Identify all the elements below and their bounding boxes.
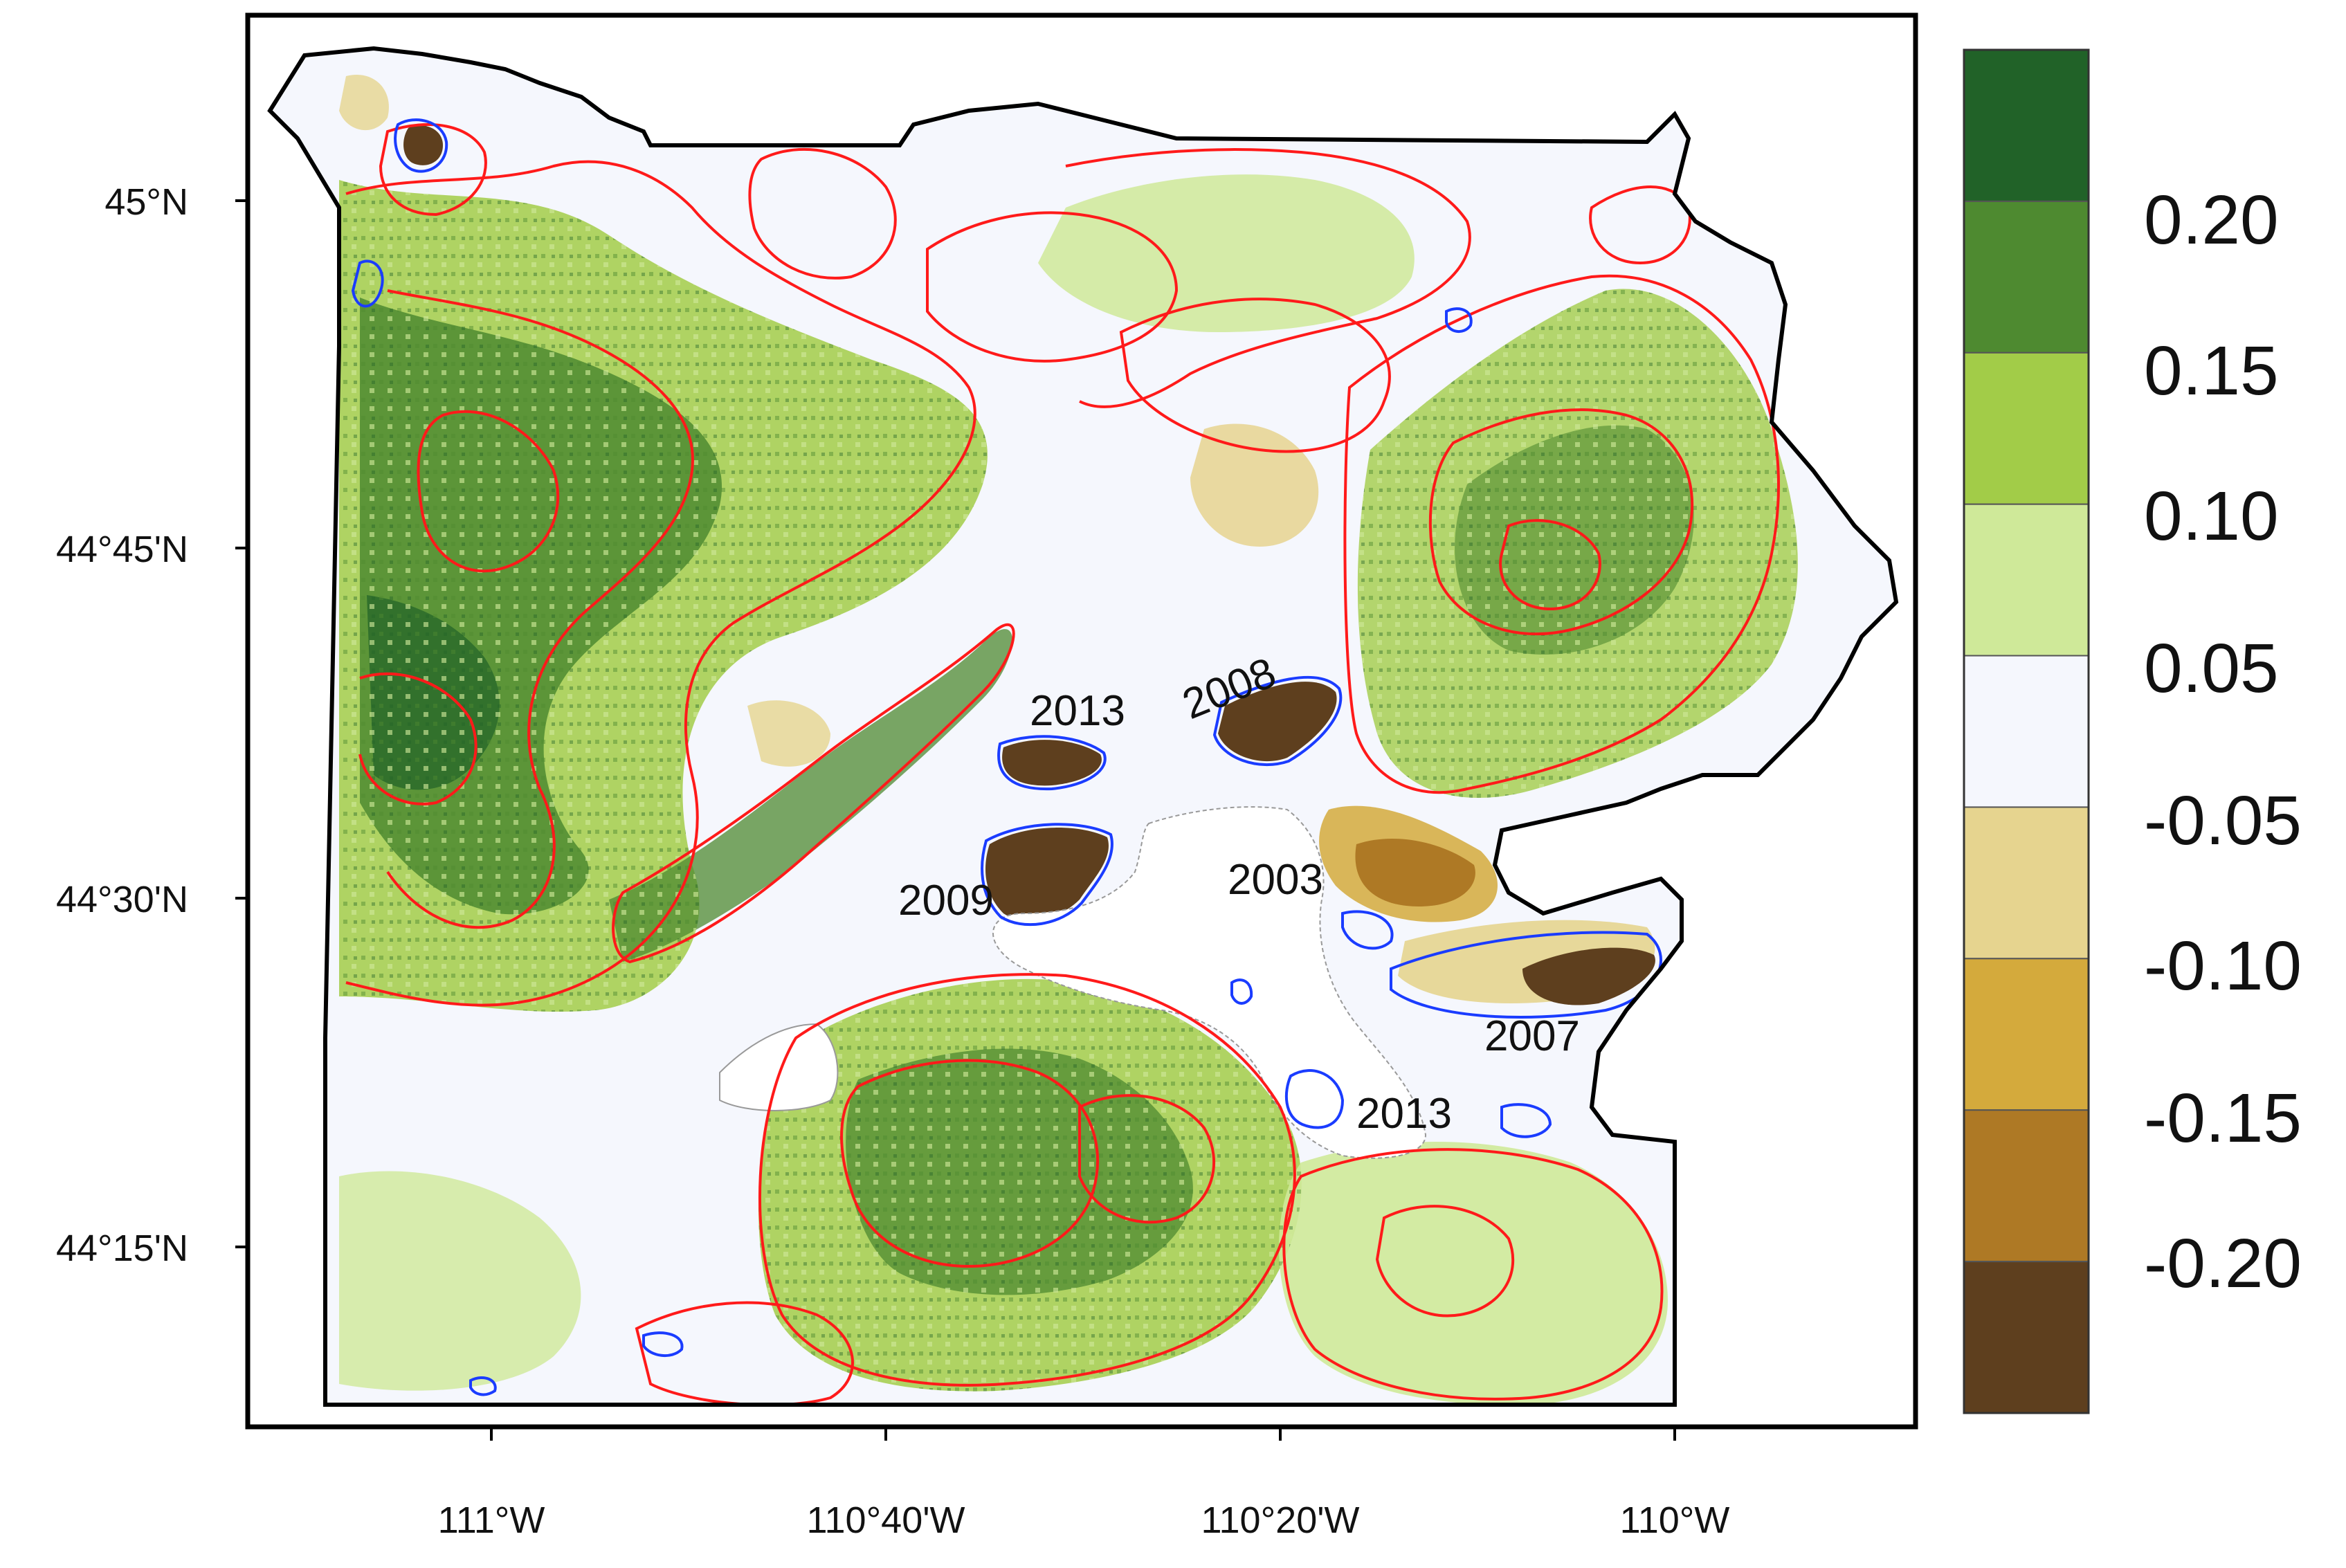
blue-outline [1284, 1069, 1345, 1129]
x-tick-label: 110°40'W [806, 1499, 965, 1541]
speckle-texture [339, 180, 1798, 1392]
fire-year-label: 2003 [1228, 856, 1323, 904]
x-axis [490, 1427, 1676, 1441]
raster-layer [270, 48, 1896, 1405]
fire-perimeter [1375, 1205, 1515, 1318]
burn-scar-2007 [1522, 947, 1655, 1005]
blue-outline [642, 1331, 684, 1358]
blue-outline [1445, 307, 1473, 333]
blue-outline [997, 735, 1107, 791]
y-axis [235, 199, 248, 1248]
burn-scar-2008 [1218, 682, 1337, 762]
fire-perimeter [748, 147, 897, 280]
masked-area-west [719, 1023, 839, 1111]
legend-label: -0.15 [2144, 1079, 2302, 1157]
fire-perimeter [1589, 185, 1691, 265]
fire-perimeter [1065, 148, 1471, 408]
blue-outline [1230, 978, 1253, 1005]
burn-scar-nw [403, 125, 443, 165]
y-tick-label: 44°30'N [56, 879, 188, 920]
tan-patch-north [1190, 423, 1319, 547]
tan-patch-nw [339, 75, 389, 131]
blue-outline [351, 259, 384, 308]
blue-outlines [351, 118, 1662, 1396]
blue-outline [1500, 1103, 1552, 1138]
legend-swatches [1963, 49, 2089, 1414]
legend-label: -0.20 [2144, 1225, 2302, 1302]
color-legend: 0.20 0.15 0.10 0.05 -0.05 -0.10 -0.15 -0… [1963, 48, 2302, 1414]
fire-perimeter [417, 410, 560, 573]
fire-perimeter [1428, 408, 1694, 636]
fire-perimeter [926, 211, 1179, 363]
map-panel: 45°N 44°45'N 44°30'N 44°15'N 111°W 110°4… [56, 12, 1918, 1541]
legend-label: 0.20 [2144, 181, 2279, 259]
fire-year-label: 2013 [1356, 1090, 1452, 1138]
x-tick-label: 111°W [438, 1499, 545, 1541]
burn-scar-2009 [985, 828, 1109, 921]
blue-outline [1212, 675, 1343, 767]
green-region-southwest [339, 1171, 581, 1391]
legend-swatch [1963, 503, 2089, 657]
fire-perimeter [358, 672, 478, 805]
legend-swatch [1963, 200, 2089, 354]
blue-outline [1341, 910, 1394, 950]
fire-perimeter [758, 973, 1296, 1387]
legend-swatch [1963, 806, 2089, 960]
fire-perimeter [345, 160, 976, 1007]
x-tick-label: 110°20'W [1201, 1499, 1359, 1541]
fire-perimeters [345, 123, 1780, 1405]
tan-patch-center-west [747, 700, 830, 767]
fire-perimeter [1282, 1148, 1664, 1401]
green-band-central [609, 629, 1012, 962]
legend-label: 0.15 [2144, 332, 2279, 410]
legend-label: -0.10 [2144, 927, 2302, 1005]
fire-year-label: 2007 [1484, 1012, 1580, 1060]
blue-outline [469, 1376, 497, 1396]
fire-perimeter [1078, 1094, 1215, 1224]
legend-frame [1963, 48, 2090, 1414]
blue-outline [394, 118, 448, 173]
y-tick-label: 44°45'N [56, 529, 188, 570]
fire-year-label: 2013 [1030, 687, 1125, 735]
legend-swatch [1963, 1261, 2089, 1414]
green-region-southeast [1279, 1142, 1668, 1405]
y-tick-label: 45°N [104, 181, 188, 223]
legend-label: 0.10 [2144, 477, 2279, 555]
legend-swatch [1963, 958, 2089, 1111]
park-boundary [267, 46, 1899, 1407]
burn-scar-2003 [1355, 838, 1475, 906]
legend-swatch [1963, 655, 2089, 808]
fire-year-label: 2009 [898, 877, 994, 924]
fire-perimeter [386, 289, 694, 929]
y-tick-label: 44°15'N [56, 1228, 188, 1269]
fire-perimeter [1119, 298, 1391, 453]
fire-perimeter [1499, 519, 1601, 611]
fire-perimeter [635, 1301, 855, 1405]
burn-scar-2013-north [1002, 740, 1102, 786]
legend-swatch [1963, 1109, 2089, 1263]
fire-perimeter [1343, 274, 1780, 794]
legend-swatch [1963, 49, 2089, 202]
legend-label: -0.05 [2144, 782, 2302, 859]
x-tick-label: 110°W [1620, 1499, 1730, 1541]
fire-perimeter [612, 623, 1015, 964]
fire-perimeter [379, 123, 487, 217]
legend-swatch [1963, 352, 2089, 505]
blue-outline [981, 823, 1113, 927]
green-region-north [1038, 174, 1415, 332]
legend-label: 0.05 [2144, 630, 2279, 707]
fire-perimeter [840, 1059, 1100, 1268]
